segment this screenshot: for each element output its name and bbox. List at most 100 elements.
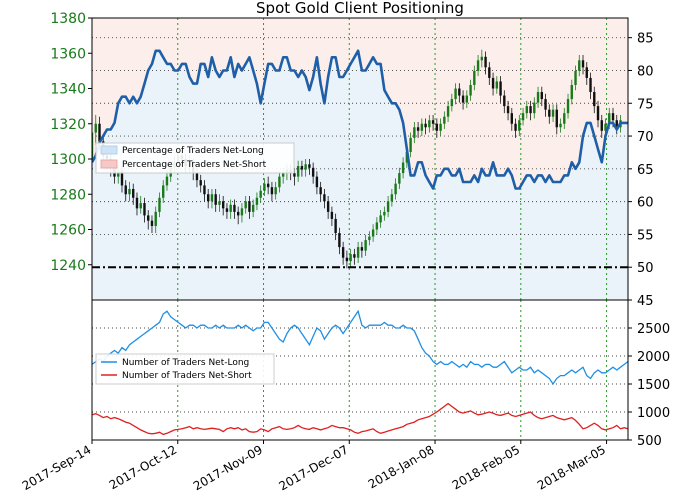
candle-body bbox=[296, 166, 300, 177]
candle-body bbox=[225, 208, 229, 212]
candle-body bbox=[506, 106, 510, 114]
candle-body bbox=[135, 197, 139, 209]
candle-body bbox=[600, 120, 603, 131]
candle-body bbox=[570, 84, 573, 100]
legend-top: Percentage of Traders Net-Long Percentage… bbox=[95, 142, 295, 174]
right-count-axis: 500 1000 1500 2000 2500 bbox=[628, 322, 670, 449]
candle-body bbox=[341, 247, 345, 258]
candle-body bbox=[518, 120, 521, 131]
candle-body bbox=[416, 127, 420, 131]
legend-bottom: Number of Traders Net-Long Number of Trad… bbox=[95, 353, 275, 385]
candle-body bbox=[368, 236, 371, 241]
left-tick-label: 1300 bbox=[50, 152, 86, 168]
trader-count-lines bbox=[92, 309, 628, 436]
candle-body bbox=[473, 70, 476, 85]
candle-body bbox=[484, 56, 487, 68]
candle-body bbox=[495, 81, 499, 89]
candle-body bbox=[221, 201, 225, 209]
candle-body bbox=[383, 211, 386, 216]
candle-body bbox=[263, 183, 266, 191]
candle-body bbox=[330, 211, 334, 219]
candle-body bbox=[319, 187, 322, 195]
candle-body bbox=[120, 171, 124, 186]
candle-body bbox=[563, 113, 566, 124]
candle-body bbox=[420, 123, 424, 131]
legend-top-label-1: Percentage of Traders Net-Short bbox=[122, 160, 267, 170]
x-tick-label: 2017-Nov-09 bbox=[191, 442, 265, 493]
candle-body bbox=[536, 92, 540, 103]
x-tick-label: 2017-Sep-14 bbox=[20, 442, 94, 493]
candle-body bbox=[349, 254, 352, 262]
candle-body bbox=[540, 92, 543, 100]
candle-body bbox=[431, 120, 435, 124]
candle-body bbox=[439, 123, 442, 131]
candle-body bbox=[199, 180, 202, 186]
candle-body bbox=[585, 67, 588, 78]
candle-body bbox=[458, 88, 461, 96]
candle-body bbox=[143, 203, 146, 216]
candle-body bbox=[398, 173, 401, 184]
legend-top-label-0: Percentage of Traders Net-Long bbox=[122, 146, 264, 156]
candle-body bbox=[555, 109, 558, 128]
right-tick-label: 55 bbox=[637, 228, 654, 243]
candle-body bbox=[390, 194, 394, 202]
candle-body bbox=[147, 215, 150, 221]
candle-body bbox=[150, 220, 154, 226]
candle-body bbox=[132, 188, 135, 198]
right-tick-label: 85 bbox=[637, 32, 654, 47]
candle-body bbox=[488, 67, 491, 78]
candle-body bbox=[293, 173, 296, 177]
candle-body bbox=[244, 201, 247, 209]
candle-body bbox=[548, 109, 551, 117]
candle-body bbox=[409, 137, 412, 152]
right-tick-label: 65 bbox=[637, 163, 654, 178]
candle-body bbox=[162, 185, 165, 198]
legend-top-box bbox=[95, 142, 295, 174]
candle-body bbox=[544, 99, 547, 110]
candle-body bbox=[461, 95, 465, 103]
candle-body bbox=[533, 102, 536, 114]
candle-body bbox=[206, 194, 210, 202]
candle-body bbox=[604, 123, 607, 131]
right-tick-label: 80 bbox=[637, 64, 654, 79]
candle-body bbox=[353, 254, 356, 258]
x-tick-label: 2018-Jan-08 bbox=[366, 442, 437, 491]
candle-body bbox=[364, 240, 367, 251]
candle-body bbox=[356, 247, 360, 258]
candle-body bbox=[371, 229, 375, 237]
chart-title: Spot Gold Client Positioning bbox=[256, 0, 464, 17]
candle-body bbox=[308, 164, 311, 168]
left-tick-label: 1240 bbox=[50, 258, 86, 274]
right-count-tick-label: 1500 bbox=[637, 378, 670, 393]
candle-body bbox=[443, 116, 446, 124]
legend-bottom-box bbox=[95, 353, 275, 385]
candle-body bbox=[334, 218, 337, 234]
candle-body bbox=[596, 106, 600, 121]
candle-body bbox=[428, 120, 431, 128]
candle-body bbox=[92, 132, 94, 159]
percent-net-long-line bbox=[92, 49, 628, 190]
candle-body bbox=[210, 194, 214, 202]
candle-body bbox=[360, 247, 364, 251]
right-tick-label: 45 bbox=[637, 294, 654, 309]
right-percent-axis: 45 50 55 60 65 70 75 80 85 bbox=[628, 32, 654, 309]
candle-body bbox=[510, 113, 514, 124]
candle-body bbox=[270, 187, 274, 195]
left-tick-label: 1280 bbox=[50, 187, 86, 203]
candle-body bbox=[525, 106, 528, 114]
candle-body bbox=[236, 211, 240, 216]
candle-body bbox=[480, 56, 484, 61]
legend-top-swatch-1 bbox=[100, 159, 118, 169]
candle-body bbox=[338, 233, 341, 248]
candle-body bbox=[469, 84, 472, 96]
percent-net-long-series bbox=[92, 49, 628, 190]
candle-body bbox=[203, 185, 206, 195]
candle-body bbox=[386, 201, 390, 212]
candle-body bbox=[128, 188, 131, 195]
candle-body bbox=[413, 127, 416, 138]
candle-body bbox=[615, 120, 618, 128]
candle-body bbox=[454, 88, 457, 100]
bottom-frame-rect bbox=[91, 299, 629, 441]
candle-body bbox=[559, 123, 562, 128]
